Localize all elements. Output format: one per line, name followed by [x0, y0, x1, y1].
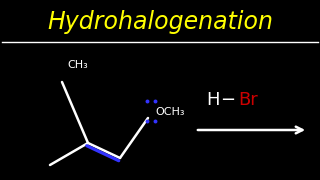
Text: OCH₃: OCH₃ — [155, 107, 185, 117]
Text: Br: Br — [238, 91, 258, 109]
Point — [152, 120, 157, 122]
Point — [144, 100, 149, 102]
Text: H: H — [206, 91, 220, 109]
Text: CH₃: CH₃ — [68, 60, 88, 70]
Text: −: − — [220, 91, 236, 109]
Point — [144, 120, 149, 122]
Point — [152, 100, 157, 102]
Text: Hydrohalogenation: Hydrohalogenation — [47, 10, 273, 34]
